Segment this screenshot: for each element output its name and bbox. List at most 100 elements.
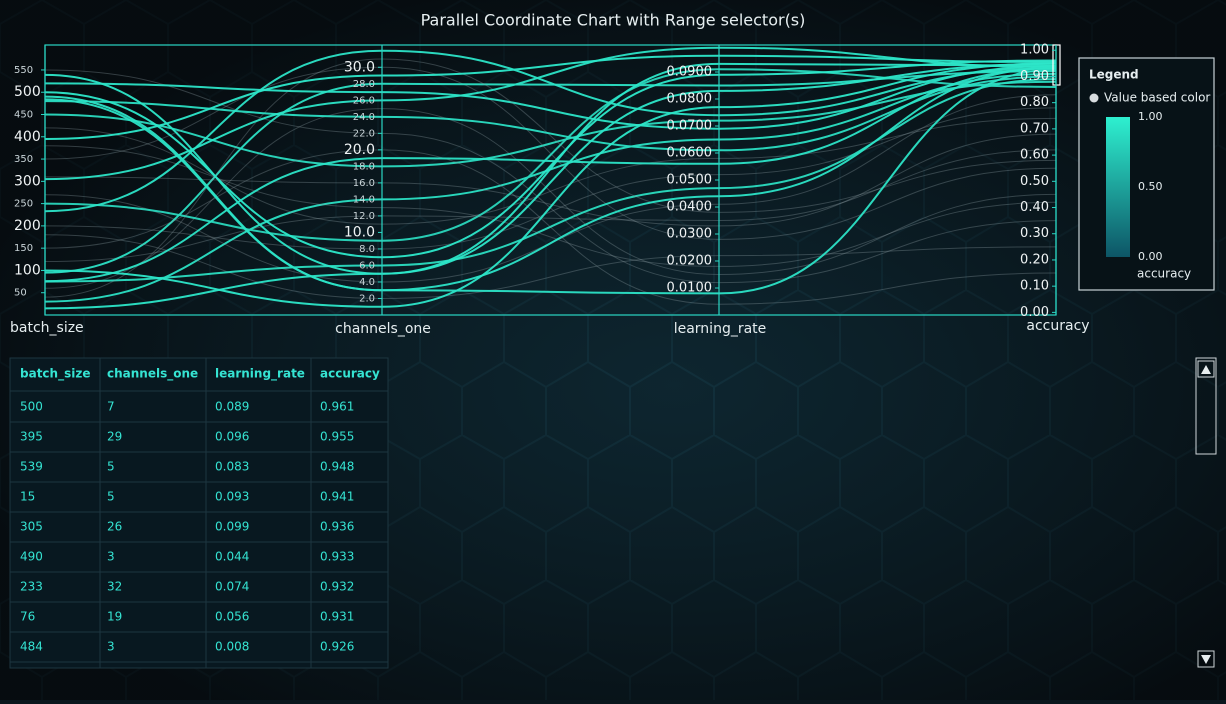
tick-label: 0.0800 (667, 92, 713, 107)
tick-label: 0.40 (1020, 200, 1049, 215)
tick-label: 18.0 (353, 161, 375, 172)
tick-label: 0.0300 (667, 227, 713, 242)
table-bg (9, 357, 389, 669)
lines (44, 46, 1057, 310)
legend-tick-label: 0.00 (1138, 250, 1163, 263)
tick-label: 0.0100 (667, 281, 713, 296)
legend: Legend Value based color accuracy (1078, 57, 1215, 291)
table-cell: 0.083 (215, 460, 249, 474)
tick-label: 26.0 (353, 95, 375, 106)
record-line (44, 108, 1057, 289)
legend-title: Legend (1089, 68, 1139, 82)
record-line (44, 234, 1057, 299)
scroll-down-icon (1201, 655, 1211, 664)
legend-label: accuracy (1137, 267, 1191, 281)
table-cell: 0.093 (215, 490, 249, 504)
table-cell: 0.089 (215, 400, 249, 414)
scroll-thumb[interactable] (1195, 357, 1217, 455)
tick-label: 4.0 (359, 277, 375, 288)
scrollbar (1195, 357, 1217, 668)
table-cell: 5 (107, 490, 115, 504)
legend-tick-label: 0.50 (1138, 180, 1163, 193)
tick-label: 14.0 (353, 194, 375, 205)
record-line (44, 58, 1057, 298)
record-line (44, 107, 1057, 250)
scroll-up[interactable] (1197, 360, 1215, 378)
tick-label: 300 (14, 173, 41, 189)
table-cell: 395 (20, 430, 43, 444)
record-line (44, 75, 1057, 152)
table-header: channels_one (107, 367, 198, 382)
legend-item: Value based color (1104, 91, 1210, 105)
axis-label: channels_one (335, 321, 431, 337)
tick-label: 350 (14, 154, 33, 165)
record-line (44, 62, 1057, 308)
record-line (44, 68, 1057, 295)
record-line (44, 59, 1057, 259)
table-cell: 305 (20, 520, 43, 534)
tick-label: 0.90 (1020, 69, 1049, 84)
tick-label: 20.0 (344, 142, 375, 158)
record-line (44, 49, 1057, 213)
scroll-up-icon (1201, 365, 1211, 374)
record-line (44, 66, 1057, 240)
record-line (44, 62, 1057, 310)
table-cell: 490 (20, 550, 43, 564)
tick-label: 12.0 (353, 211, 375, 222)
record-line (44, 78, 1057, 283)
table: batch_size channels_one learning_rate accur… (9, 357, 389, 669)
table-header: accuracy (320, 367, 380, 381)
tick-label: 0.60 (1020, 148, 1049, 163)
table-cell: 0.955 (320, 430, 354, 444)
tick-label: 28.0 (353, 79, 375, 90)
record-line (44, 66, 1057, 292)
table-cell: 0.931 (320, 610, 354, 624)
tick-label: 100 (14, 262, 41, 278)
record-line (44, 69, 1057, 284)
tick-label: 250 (14, 199, 33, 210)
tick-label: 22.0 (353, 128, 375, 139)
axis-label: learning_rate (674, 321, 767, 337)
tick-label: 0.30 (1020, 226, 1049, 241)
table-cell: 0.948 (320, 460, 354, 474)
tick-label: 1.00 (1020, 43, 1049, 58)
table-cell: 26 (107, 520, 122, 534)
table-cell: 0.933 (320, 550, 354, 564)
tick-label: 8.0 (359, 244, 375, 255)
color-bar (1106, 117, 1130, 257)
tick-label: 400 (14, 129, 41, 145)
tick-label: 6.0 (359, 260, 375, 271)
tick-label: 0.0600 (667, 146, 713, 161)
table-cell: 0.008 (215, 640, 249, 654)
table-cell: 29 (107, 430, 122, 444)
scroll-down[interactable] (1197, 650, 1215, 668)
table-cell: 0.056 (215, 610, 249, 624)
legend-box (1078, 57, 1215, 291)
tick-label: 10.0 (344, 224, 375, 240)
record-line (44, 62, 1057, 275)
table-cell: 539 (20, 460, 43, 474)
table-cell: 0.936 (320, 520, 354, 534)
table-cell: 233 (20, 580, 43, 594)
table-cell: 19 (107, 610, 122, 624)
record-line (44, 149, 1057, 263)
tick-label: 0.0500 (667, 173, 713, 188)
tick-label: 0.20 (1020, 252, 1049, 267)
table-cell: 0.099 (215, 520, 249, 534)
table-cell: 15 (20, 490, 35, 504)
table-cell: 3 (107, 550, 115, 564)
tick-label: 0.0700 (667, 119, 713, 134)
table-cell: 484 (20, 640, 43, 654)
tick-label: 0.70 (1020, 121, 1049, 136)
table-cell: 32 (107, 580, 122, 594)
chart-title: Parallel Coordinate Chart with Range sel… (421, 11, 806, 30)
tick-label: 0.0200 (667, 254, 713, 269)
table-cell: 0.961 (320, 400, 354, 414)
record-line (44, 54, 1057, 141)
table-header: batch_size (20, 367, 90, 382)
table-cell: 0.044 (215, 550, 249, 564)
tick-label: 30.0 (344, 59, 375, 75)
tick-label: 200 (14, 218, 41, 234)
tick-label: 24.0 (353, 112, 375, 123)
